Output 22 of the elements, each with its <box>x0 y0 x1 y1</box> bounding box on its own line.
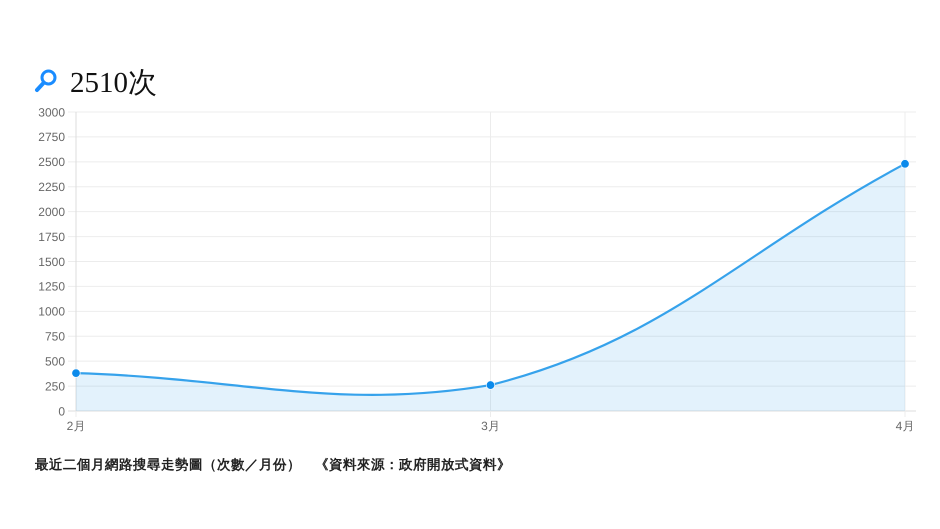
point <box>72 368 80 378</box>
point <box>486 380 495 390</box>
y-tick-label: 2750 <box>38 130 66 144</box>
y-tick-label: 2500 <box>38 155 66 170</box>
y-tick-label: 1250 <box>38 280 66 294</box>
y-tick-label: 1000 <box>38 304 66 319</box>
x-tick-label: 4月 <box>896 419 914 433</box>
y-tick-label: 500 <box>44 354 66 368</box>
y-tick-label: 2250 <box>38 180 66 194</box>
y-tick-label: 750 <box>44 330 66 344</box>
x-tick-label: 2月 <box>66 419 86 433</box>
y-tick-label: 1750 <box>38 230 66 244</box>
y-tick-label: 250 <box>44 379 66 394</box>
chart-title: 2510次 <box>70 67 157 99</box>
y-tick-label: 0 <box>58 404 66 418</box>
y-tick-label: 1500 <box>38 254 66 269</box>
y-tick-label: 2000 <box>38 204 66 219</box>
point <box>900 159 910 168</box>
text: 最近二個月網路搜尋走勢圖（次數／月份） <box>34 457 301 472</box>
text: 《資料來源：政府開放式資料》 <box>315 456 511 472</box>
x-tick-label: 3月 <box>481 419 500 433</box>
y-tick-label: 3000 <box>38 105 66 120</box>
